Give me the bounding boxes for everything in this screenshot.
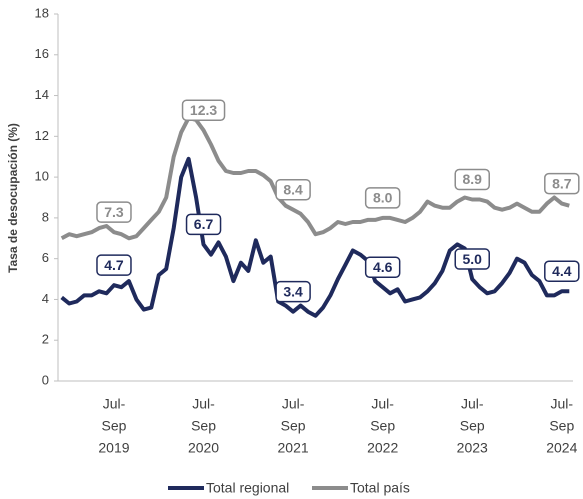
data-label-box bbox=[544, 172, 580, 195]
data-label-box bbox=[181, 99, 226, 121]
data-label-box bbox=[185, 213, 222, 236]
data-label: 12.3 bbox=[190, 102, 217, 118]
x-tick-label: Sep bbox=[102, 418, 127, 434]
x-tick-label: Jul- bbox=[103, 396, 126, 412]
x-tick-label: 2021 bbox=[278, 440, 309, 456]
data-label: 8.7 bbox=[552, 175, 572, 191]
x-tick-label: Jul- bbox=[282, 396, 305, 412]
x-tick-label: Jul- bbox=[192, 396, 215, 412]
series-line bbox=[60, 116, 570, 241]
y-tick-label: 2 bbox=[42, 332, 49, 347]
data-label: 4.4 bbox=[552, 263, 572, 279]
y-tick-label: 4 bbox=[42, 291, 49, 306]
data-label: 6.7 bbox=[194, 216, 214, 232]
data-label-box bbox=[275, 280, 311, 303]
x-tick-label: Sep bbox=[281, 418, 306, 434]
y-tick-label: 0 bbox=[42, 372, 49, 387]
data-label-box bbox=[96, 201, 132, 223]
y-tick-label: 14 bbox=[35, 87, 49, 102]
data-label: 5.0 bbox=[463, 251, 483, 267]
data-label: 4.6 bbox=[373, 259, 393, 275]
data-label: 4.7 bbox=[104, 257, 124, 273]
y-tick-label: 18 bbox=[35, 5, 49, 20]
x-tick-label: Jul- bbox=[461, 396, 484, 412]
data-label-box bbox=[96, 254, 132, 276]
x-tick-label: Sep bbox=[370, 418, 395, 434]
data-label: 8.9 bbox=[463, 171, 483, 187]
x-tick-label: 2024 bbox=[546, 440, 577, 456]
data-label-box bbox=[544, 260, 580, 283]
y-tick-label: 8 bbox=[42, 209, 49, 224]
x-tick-label: 2020 bbox=[188, 440, 219, 456]
x-tick-label: Jul- bbox=[371, 396, 394, 412]
x-tick-label: Sep bbox=[191, 418, 216, 434]
data-label-box bbox=[275, 178, 311, 201]
y-tick-label: 10 bbox=[35, 169, 49, 184]
y-tick-label: 6 bbox=[42, 250, 49, 265]
x-tick-label: 2019 bbox=[98, 440, 129, 456]
y-tick-label: 12 bbox=[35, 128, 49, 143]
data-label: 7.3 bbox=[104, 204, 124, 220]
y-axis-title: Tasa de desocupación (%) bbox=[6, 123, 20, 273]
x-tick-label: 2022 bbox=[367, 440, 398, 456]
series-line bbox=[60, 156, 570, 318]
data-label: 8.4 bbox=[283, 181, 303, 197]
data-label-box bbox=[454, 248, 490, 270]
x-tick-label: Sep bbox=[549, 418, 574, 434]
data-label-box bbox=[454, 168, 490, 191]
data-label-box bbox=[364, 187, 401, 209]
y-tick-label: 16 bbox=[35, 46, 49, 61]
data-label-box bbox=[364, 256, 401, 278]
legend-label: Total país bbox=[350, 480, 410, 496]
x-tick-label: Jul- bbox=[551, 396, 574, 412]
data-label: 3.4 bbox=[283, 283, 303, 299]
x-tick-label: 2023 bbox=[457, 440, 488, 456]
x-tick-label: Sep bbox=[460, 418, 485, 434]
data-label: 8.0 bbox=[373, 190, 393, 206]
legend-label: Total regional bbox=[206, 480, 289, 496]
